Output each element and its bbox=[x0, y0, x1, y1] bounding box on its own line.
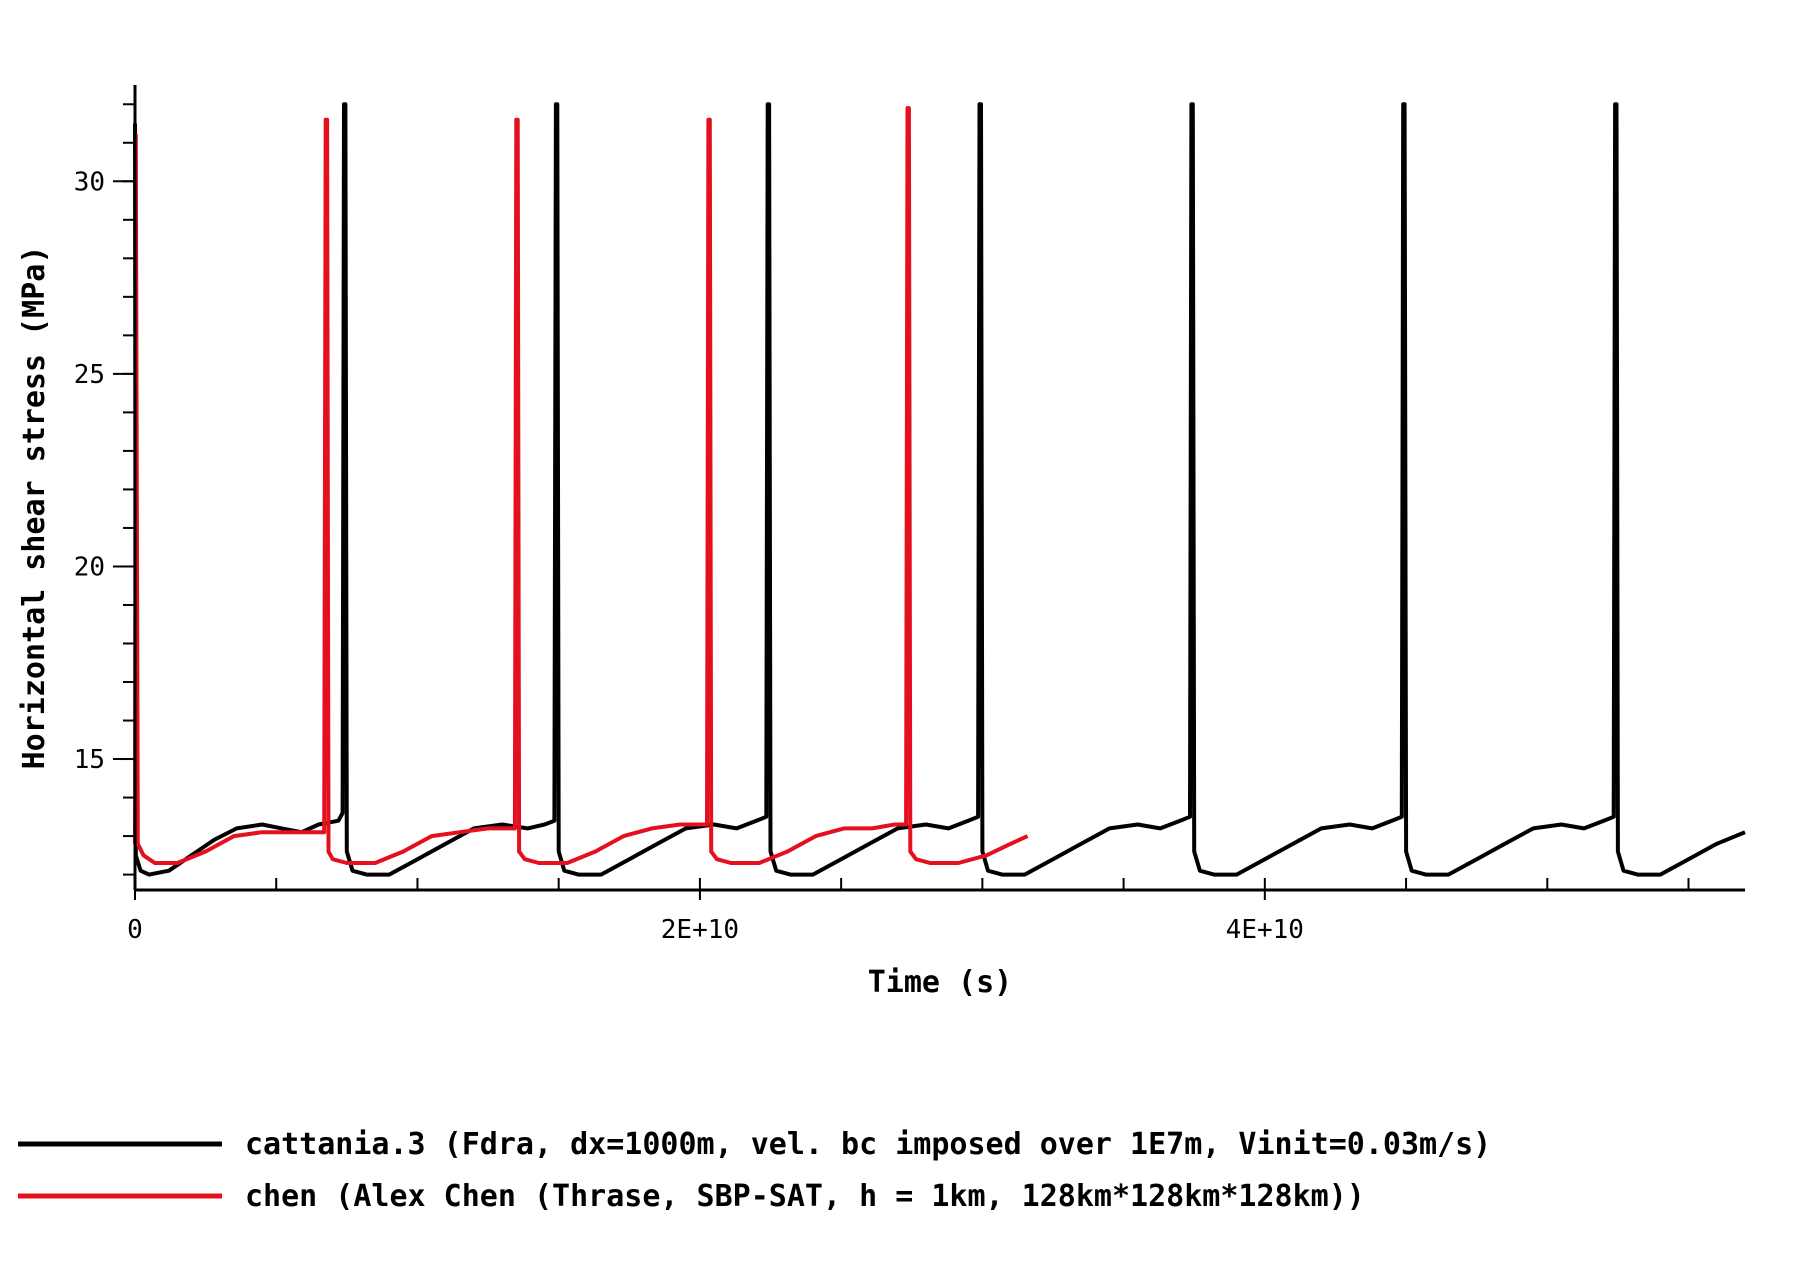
y-tick-label: 25 bbox=[74, 360, 105, 390]
y-tick-label: 20 bbox=[74, 552, 105, 582]
legend-label-0: cattania.3 (Fdra, dx=1000m, vel. bc impo… bbox=[245, 1127, 1491, 1162]
x-axis: 0 2E+10 4E+10 bbox=[127, 878, 1745, 945]
y-tick-label: 30 bbox=[74, 167, 105, 197]
y-axis-title: Horizontal shear stress (MPa) bbox=[17, 246, 52, 770]
series-line-1 bbox=[133, 106, 1029, 865]
legend-label-1: chen (Alex Chen (Thrase, SBP-SAT, h = 1k… bbox=[245, 1179, 1365, 1214]
series-layer bbox=[133, 102, 1746, 877]
legend: cattania.3 (Fdra, dx=1000m, vel. bc impo… bbox=[18, 1127, 1491, 1214]
x-axis-title: Time (s) bbox=[868, 965, 1013, 1000]
x-tick-label: 0 bbox=[127, 915, 143, 945]
series-line-0 bbox=[133, 102, 1746, 877]
y-tick-label: 15 bbox=[74, 745, 105, 775]
x-tick-label: 2E+10 bbox=[661, 915, 739, 945]
y-axis: 15 20 25 30 bbox=[74, 85, 137, 890]
x-tick-label: 4E+10 bbox=[1226, 915, 1304, 945]
